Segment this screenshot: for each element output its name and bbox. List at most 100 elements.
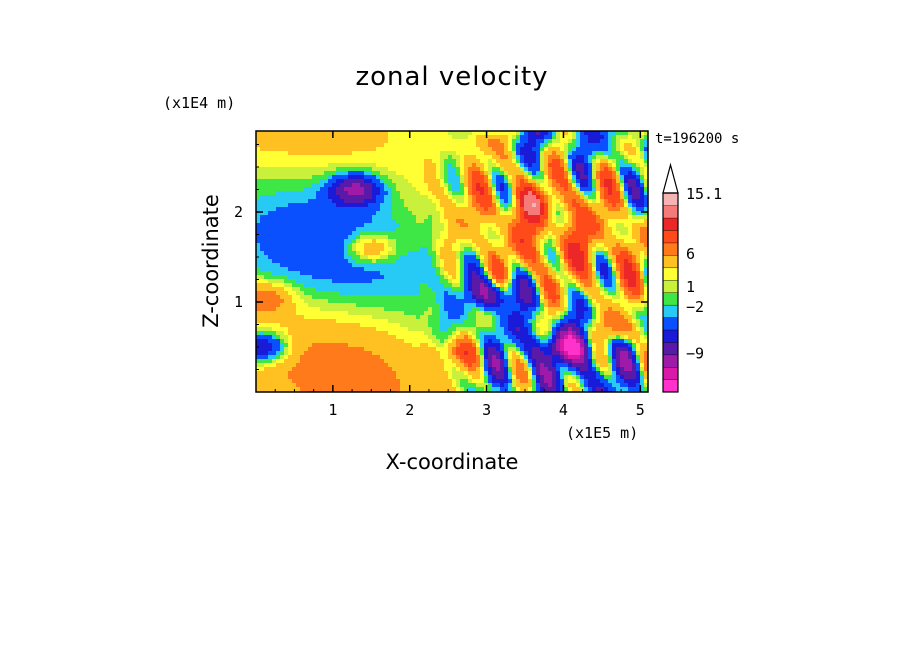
field-cell	[528, 183, 533, 188]
field-cell	[592, 287, 597, 292]
field-cell	[276, 131, 281, 136]
field-cell	[556, 263, 561, 268]
field-cell	[544, 139, 549, 144]
field-cell	[476, 247, 481, 252]
field-cell	[392, 311, 397, 316]
field-cell	[588, 251, 593, 256]
field-cell	[312, 283, 317, 288]
field-cell	[328, 259, 333, 264]
field-cell	[320, 207, 325, 212]
field-cell	[344, 263, 349, 268]
field-cell	[616, 223, 621, 228]
field-cell	[376, 155, 381, 160]
field-cell	[496, 239, 501, 244]
field-cell	[344, 323, 349, 328]
field-cell	[616, 175, 621, 180]
field-cell	[432, 227, 437, 232]
field-cell	[492, 231, 497, 236]
field-cell	[628, 191, 633, 196]
field-cell	[628, 163, 633, 168]
field-cell	[256, 251, 261, 256]
field-cell	[460, 155, 465, 160]
field-cell	[448, 307, 453, 312]
field-cell	[480, 175, 485, 180]
field-cell	[508, 291, 513, 296]
field-cell	[464, 307, 469, 312]
field-cell	[424, 163, 429, 168]
field-cell	[360, 139, 365, 144]
field-cell	[364, 307, 369, 312]
field-cell	[584, 303, 589, 308]
field-cell	[520, 303, 525, 308]
field-cell	[460, 187, 465, 192]
field-cell	[452, 175, 457, 180]
field-cell	[320, 215, 325, 220]
field-cell	[544, 243, 549, 248]
field-cell	[348, 251, 353, 256]
field-cell	[640, 139, 645, 144]
field-cell	[624, 255, 629, 260]
field-cell	[608, 171, 613, 176]
field-cell	[368, 299, 373, 304]
field-cell	[512, 171, 517, 176]
field-cell	[480, 147, 485, 152]
field-cell	[344, 131, 349, 136]
field-cell	[308, 267, 313, 272]
field-cell	[520, 199, 525, 204]
field-cell	[292, 235, 297, 240]
field-cell	[292, 207, 297, 212]
field-cell	[580, 203, 585, 208]
field-cell	[600, 287, 605, 292]
field-cell	[336, 263, 341, 268]
field-cell	[524, 191, 529, 196]
field-cell	[392, 231, 397, 236]
field-cell	[404, 223, 409, 228]
field-cell	[640, 283, 645, 288]
field-cell	[436, 311, 441, 316]
field-cell	[408, 159, 413, 164]
field-cell	[628, 331, 633, 336]
field-cell	[276, 239, 281, 244]
field-cell	[256, 215, 261, 220]
field-cell	[420, 247, 425, 252]
field-cell	[504, 251, 509, 256]
field-cell	[472, 211, 477, 216]
field-cell	[604, 195, 609, 200]
field-cell	[544, 259, 549, 264]
field-cell	[256, 275, 261, 280]
field-cell	[432, 171, 437, 176]
field-cell	[480, 319, 485, 324]
field-cell	[328, 331, 333, 336]
field-cell	[356, 155, 361, 160]
field-cell	[560, 227, 565, 232]
field-cell	[276, 255, 281, 260]
field-cell	[616, 163, 621, 168]
field-cell	[532, 323, 537, 328]
field-cell	[384, 267, 389, 272]
field-cell	[396, 167, 401, 172]
field-cell	[412, 135, 417, 140]
field-cell	[420, 231, 425, 236]
field-cell	[604, 227, 609, 232]
field-cell	[560, 271, 565, 276]
field-cell	[340, 167, 345, 172]
field-cell	[464, 319, 469, 324]
field-cell	[632, 163, 637, 168]
field-cell	[396, 283, 401, 288]
field-cell	[572, 255, 577, 260]
field-cell	[272, 255, 277, 260]
field-cell	[536, 283, 541, 288]
field-cell	[336, 271, 341, 276]
field-cell	[500, 295, 505, 300]
field-cell	[296, 167, 301, 172]
field-cell	[596, 183, 601, 188]
field-cell	[356, 331, 361, 336]
field-cell	[632, 167, 637, 172]
field-cell	[464, 171, 469, 176]
field-cell	[280, 303, 285, 308]
field-cell	[476, 183, 481, 188]
chart-title: zonal velocity	[355, 62, 548, 92]
field-cell	[560, 207, 565, 212]
field-cell	[260, 179, 265, 184]
field-cell	[600, 159, 605, 164]
